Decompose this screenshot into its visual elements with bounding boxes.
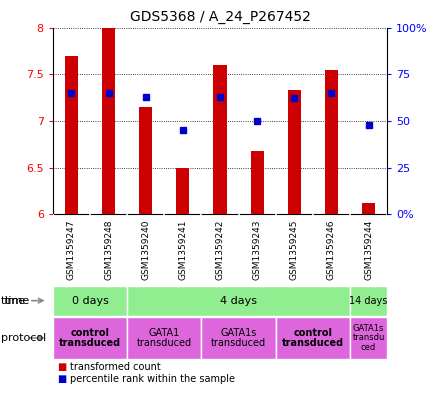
Text: GSM1359247: GSM1359247 [67,219,76,280]
Text: time: time [1,296,26,306]
Bar [102,28,115,214]
Bar [176,167,189,214]
Bar [65,55,78,214]
Bar [276,317,350,359]
Title: GDS5368 / A_24_P267452: GDS5368 / A_24_P267452 [129,10,311,24]
Text: GSM1359245: GSM1359245 [290,219,299,280]
Bar [202,317,276,359]
Text: GSM1359244: GSM1359244 [364,219,373,280]
Text: 14 days: 14 days [349,296,388,306]
Bar [325,70,338,214]
Text: GATA1s
transduced: GATA1s transduced [211,328,266,348]
Bar [127,317,202,359]
Text: 4 days: 4 days [220,296,257,306]
Text: ■: ■ [57,374,66,384]
Bar [362,203,375,214]
Text: GSM1359242: GSM1359242 [216,219,224,280]
Bar [288,90,301,214]
Text: GSM1359246: GSM1359246 [327,219,336,280]
Bar [350,286,387,316]
Bar [251,151,264,214]
Text: GSM1359248: GSM1359248 [104,219,113,280]
Bar [350,317,387,359]
Bar [53,286,127,316]
Text: protocol: protocol [0,333,46,343]
Text: control
transduced: control transduced [59,328,121,348]
Text: 0 days: 0 days [72,296,108,306]
Bar [127,286,350,316]
Text: GATA1
transduced: GATA1 transduced [137,328,192,348]
Text: GSM1359240: GSM1359240 [141,219,150,280]
Text: control
transduced: control transduced [282,328,344,348]
Text: transformed count: transformed count [70,362,161,373]
Text: GSM1359241: GSM1359241 [178,219,187,280]
Text: percentile rank within the sample: percentile rank within the sample [70,374,235,384]
Bar [213,65,227,214]
Text: GATA1s
transdu
ced: GATA1s transdu ced [352,324,385,352]
Text: time: time [4,296,29,306]
Bar [53,317,127,359]
Text: GSM1359243: GSM1359243 [253,219,262,280]
Bar [139,107,152,214]
Text: ■: ■ [57,362,66,373]
